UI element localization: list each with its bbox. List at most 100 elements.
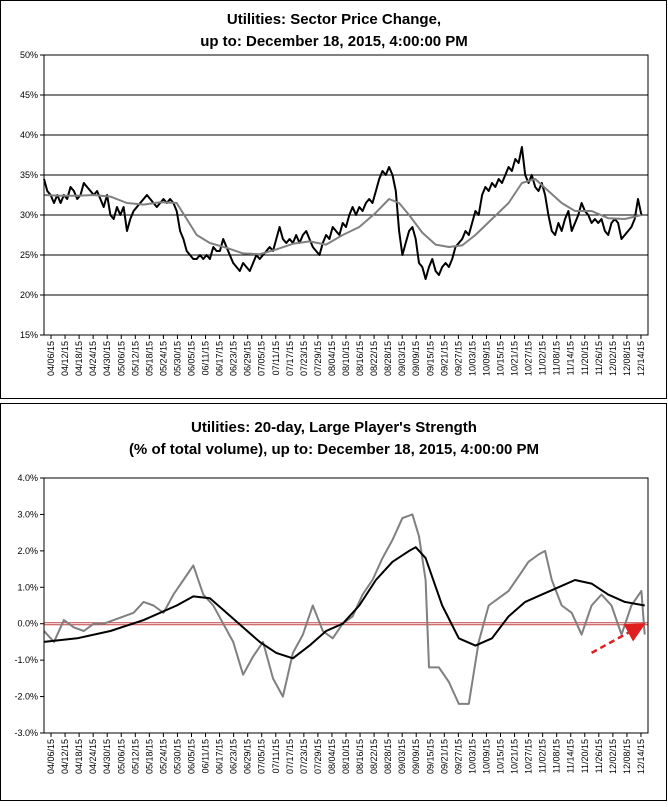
chart-subtitle: up to: December 18, 2015, 4:00:00 PM bbox=[200, 33, 468, 50]
price-change-chart: Utilities: Sector Price Change, up to: D… bbox=[20, 11, 649, 376]
y-tick-label: 0.0% bbox=[17, 619, 38, 629]
x-tick-label: 05/06/15 bbox=[116, 341, 126, 376]
y-tick-label: 1.0% bbox=[17, 582, 38, 592]
x-tick-label: 08/28/15 bbox=[383, 739, 393, 774]
x-tick-label: 05/24/15 bbox=[158, 739, 168, 774]
x-tick-label: 12/08/15 bbox=[622, 341, 632, 376]
x-tick-label: 04/12/15 bbox=[60, 739, 70, 774]
x-tick-label: 04/06/15 bbox=[46, 341, 56, 376]
x-tick-label: 07/05/15 bbox=[257, 739, 267, 774]
x-tick-label: 07/11/15 bbox=[271, 739, 281, 773]
y-tick-labels: -3.0% -2.0% -1.0% 0.0% 1.0% 2.0% 3.0% 4.0% bbox=[14, 473, 44, 738]
y-tick-label: 45% bbox=[20, 90, 38, 100]
x-tick-label: 06/23/15 bbox=[229, 341, 239, 376]
x-tick-label: 09/27/15 bbox=[453, 739, 463, 774]
y-tick-label: -2.0% bbox=[14, 692, 38, 702]
chart-title: Utilities: Sector Price Change, bbox=[227, 11, 441, 28]
x-tick-label: 04/12/15 bbox=[60, 341, 70, 376]
x-tick-label: 10/09/15 bbox=[481, 739, 491, 774]
y-tick-label: -1.0% bbox=[14, 655, 38, 665]
x-tick-label: 11/14/15 bbox=[566, 739, 576, 773]
y-tick-label: 4.0% bbox=[17, 473, 38, 483]
x-tick-label: 12/02/15 bbox=[608, 341, 618, 376]
y-tick-label: 30% bbox=[20, 210, 38, 220]
x-tick-label: 05/30/15 bbox=[172, 341, 182, 376]
series-line-0 bbox=[43, 513, 646, 705]
x-tick-label: 07/17/15 bbox=[285, 341, 295, 376]
x-tick-label: 06/05/15 bbox=[186, 341, 196, 376]
x-tick-label: 07/23/15 bbox=[299, 739, 309, 774]
x-tick-label: 08/04/15 bbox=[327, 739, 337, 774]
x-tick-label: 10/15/15 bbox=[496, 341, 506, 376]
x-tick-label: 06/29/15 bbox=[243, 341, 253, 376]
x-tick-label: 08/28/15 bbox=[383, 341, 393, 376]
large-player-strength-chart: Utilities: 20-day, Large Player's Streng… bbox=[14, 419, 649, 774]
x-tick-labels: 04/06/15 04/12/15 04/18/15 04/24/15 04/30/15… bbox=[46, 733, 646, 774]
series-lines bbox=[43, 146, 643, 280]
x-tick-labels: 04/06/15 04/12/15 04/18/15 04/24/15 04/30/15… bbox=[46, 335, 646, 376]
y-tick-label: 15% bbox=[20, 330, 38, 340]
chart-frame-bottom bbox=[0, 403, 667, 801]
x-tick-label: 09/15/15 bbox=[425, 341, 435, 376]
x-tick-label: 10/21/15 bbox=[510, 341, 520, 376]
x-tick-label: 05/12/15 bbox=[130, 341, 140, 376]
series-line-0 bbox=[43, 146, 643, 280]
x-tick-label: 10/21/15 bbox=[510, 739, 520, 774]
x-tick-label: 10/09/15 bbox=[481, 341, 491, 376]
x-tick-label: 06/17/15 bbox=[215, 341, 225, 376]
x-tick-label: 08/16/15 bbox=[355, 341, 365, 376]
y-tick-label: -3.0% bbox=[14, 728, 38, 738]
x-tick-label: 09/21/15 bbox=[439, 341, 449, 376]
x-tick-label: 05/30/15 bbox=[172, 739, 182, 774]
y-tick-labels: 15% 20% 25% 30% 35% 40% 45% 50% bbox=[20, 50, 44, 340]
x-tick-label: 05/24/15 bbox=[158, 341, 168, 376]
x-tick-label: 08/10/15 bbox=[341, 739, 351, 774]
x-tick-label: 12/14/15 bbox=[636, 341, 646, 376]
x-tick-label: 11/02/15 bbox=[538, 739, 548, 773]
x-tick-label: 10/27/15 bbox=[524, 739, 534, 774]
x-tick-label: 09/27/15 bbox=[453, 341, 463, 376]
x-tick-label: 04/18/15 bbox=[74, 739, 84, 774]
x-tick-label: 08/22/15 bbox=[369, 341, 379, 376]
x-tick-label: 04/24/15 bbox=[88, 341, 98, 376]
chart-title: Utilities: 20-day, Large Player's Streng… bbox=[191, 419, 477, 436]
x-tick-label: 07/17/15 bbox=[285, 739, 295, 774]
x-tick-label: 11/20/15 bbox=[580, 739, 590, 773]
x-tick-label: 12/02/15 bbox=[608, 739, 618, 774]
series-line-1 bbox=[43, 546, 645, 660]
x-tick-label: 05/06/15 bbox=[116, 739, 126, 774]
x-tick-label: 04/18/15 bbox=[74, 341, 84, 376]
plot-area bbox=[43, 54, 649, 336]
x-tick-label: 06/23/15 bbox=[229, 739, 239, 774]
x-tick-label: 08/22/15 bbox=[369, 739, 379, 774]
x-tick-label: 12/14/15 bbox=[636, 739, 646, 774]
x-tick-label: 05/18/15 bbox=[144, 341, 154, 376]
x-tick-label: 07/29/15 bbox=[313, 341, 323, 376]
y-tick-label: 35% bbox=[20, 170, 38, 180]
x-tick-label: 10/27/15 bbox=[524, 341, 534, 376]
x-tick-label: 06/05/15 bbox=[186, 739, 196, 774]
x-tick-label: 08/04/15 bbox=[327, 341, 337, 376]
x-tick-label: 09/09/15 bbox=[411, 341, 421, 376]
x-tick-label: 11/26/15 bbox=[594, 739, 604, 773]
x-tick-label: 09/15/15 bbox=[425, 739, 435, 774]
x-tick-label: 10/15/15 bbox=[496, 739, 506, 774]
x-tick-label: 06/17/15 bbox=[215, 739, 225, 774]
x-tick-label: 08/10/15 bbox=[341, 341, 351, 376]
x-tick-label: 09/03/15 bbox=[397, 739, 407, 774]
series-lines bbox=[43, 513, 646, 705]
x-tick-label: 05/12/15 bbox=[130, 739, 140, 774]
x-tick-label: 04/30/15 bbox=[102, 341, 112, 376]
plot-area bbox=[43, 477, 649, 734]
zero-line bbox=[44, 622, 648, 626]
x-tick-label: 08/16/15 bbox=[355, 739, 365, 774]
x-tick-label: 04/24/15 bbox=[88, 739, 98, 774]
x-tick-label: 05/18/15 bbox=[144, 739, 154, 774]
y-tick-label: 2.0% bbox=[17, 546, 38, 556]
x-tick-label: 06/11/15 bbox=[201, 739, 211, 773]
x-tick-label: 11/14/15 bbox=[566, 341, 576, 375]
x-tick-label: 09/09/15 bbox=[411, 739, 421, 774]
x-tick-label: 04/30/15 bbox=[102, 739, 112, 774]
y-tick-label: 20% bbox=[20, 290, 38, 300]
